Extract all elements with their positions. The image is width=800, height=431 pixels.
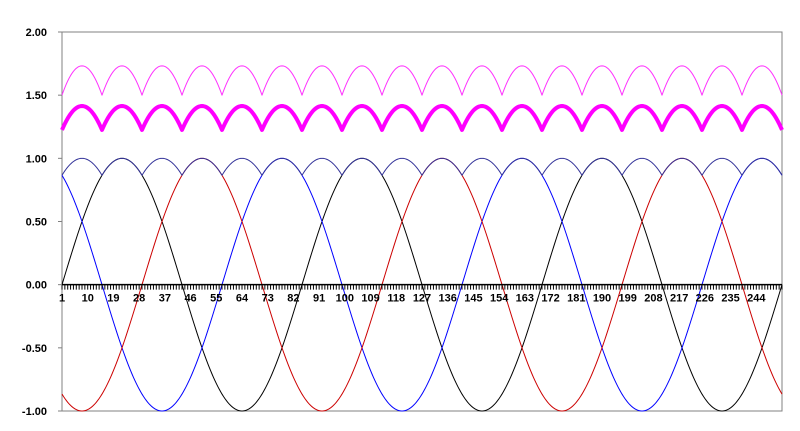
x-tick-label: 235 xyxy=(721,293,739,305)
y-axis: -1.00 -0.50 0.00 0.50 1.00 1.50 2.00 xyxy=(22,27,62,418)
x-tick-label: 190 xyxy=(593,293,611,305)
y-tick-label: 1.00 xyxy=(26,153,47,165)
y-tick-label: -1.00 xyxy=(22,406,47,418)
series-line-5 xyxy=(60,104,784,132)
x-tick-label: 1 xyxy=(59,293,65,305)
y-tick-label: 2.00 xyxy=(26,27,47,39)
x-tick-label: 154 xyxy=(490,293,509,305)
x-tick-label: 19 xyxy=(107,293,119,305)
x-tick-label: 199 xyxy=(619,293,637,305)
y-tick-label: -0.50 xyxy=(22,343,47,355)
y-tick-label: 1.50 xyxy=(26,90,47,102)
x-tick-label: 181 xyxy=(567,293,585,305)
x-tick-label: 100 xyxy=(336,293,354,305)
x-tick-label: 172 xyxy=(541,293,559,305)
x-tick-marks xyxy=(61,284,783,290)
x-tick-label: 244 xyxy=(747,293,766,305)
x-tick-label: 46 xyxy=(184,293,196,305)
x-tick-label: 10 xyxy=(82,293,94,305)
y-tick-label: 0.50 xyxy=(26,217,47,229)
x-tick-label: 127 xyxy=(413,293,431,305)
x-tick-label: 118 xyxy=(387,293,405,305)
x-tick-label: 145 xyxy=(464,293,482,305)
x-tick-label: 73 xyxy=(262,293,274,305)
x-tick-label: 64 xyxy=(236,293,249,305)
x-tick-label: 109 xyxy=(361,293,379,305)
x-tick-label: 163 xyxy=(516,293,534,305)
series-line-6 xyxy=(61,65,783,96)
axis-layer xyxy=(61,283,783,290)
x-tick-label: 55 xyxy=(210,293,222,305)
x-tick-label: 136 xyxy=(439,293,457,305)
x-tick-label: 91 xyxy=(313,293,325,305)
x-tick-label: 37 xyxy=(159,293,171,305)
plot-area xyxy=(61,31,783,412)
series-line-2 xyxy=(61,157,783,412)
x-tick-label: 82 xyxy=(287,293,299,305)
series-line-4 xyxy=(61,157,783,176)
y-tick-label: 0.00 xyxy=(26,280,47,292)
x-tick-label: 208 xyxy=(644,293,662,305)
x-axis: 1 10 19 28 37 46 55 64 73 82 91 100 109 118 127 136 145 1… xyxy=(59,293,766,305)
x-tick-label: 217 xyxy=(670,293,688,305)
series-layer xyxy=(60,65,784,412)
x-tick-label: 226 xyxy=(696,293,714,305)
x-tick-label: 28 xyxy=(133,293,145,305)
